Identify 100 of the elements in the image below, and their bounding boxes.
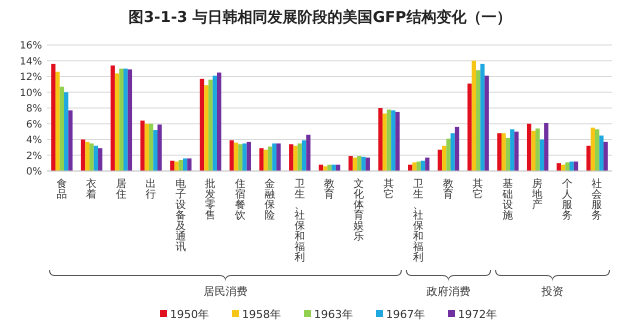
bar <box>110 65 115 171</box>
x-tick-label: 其它 <box>383 177 394 200</box>
bar <box>98 148 102 171</box>
bar <box>352 158 358 171</box>
bar <box>114 73 120 171</box>
bar <box>467 84 472 171</box>
bar <box>425 158 430 171</box>
bar <box>64 92 68 171</box>
bar <box>170 160 174 171</box>
x-tick-label: 住宿餐饮 <box>234 178 246 222</box>
bar <box>446 138 451 171</box>
x-tick-label: 电子设备及通讯 <box>175 177 186 253</box>
bar <box>276 143 281 171</box>
y-tick-label: 12% <box>20 72 42 83</box>
bar <box>89 143 94 171</box>
bar <box>178 160 183 171</box>
x-tick-label: 文化体育娱乐 <box>354 177 365 242</box>
bar <box>246 142 251 171</box>
bar <box>144 124 149 171</box>
bar <box>128 69 132 171</box>
bar <box>264 150 268 171</box>
x-tick-label: 居住 <box>116 178 127 200</box>
bar <box>586 146 591 171</box>
bar <box>531 130 536 171</box>
bar <box>514 132 519 171</box>
legend-label: 1972年 <box>458 308 497 321</box>
x-tick-label: 卫生、社保和福利 <box>413 178 424 264</box>
x-tick-label: 社会服务 <box>592 177 603 222</box>
bar <box>259 148 264 171</box>
x-tick-label: 基础设施 <box>501 177 514 222</box>
y-tick-label: 6% <box>26 119 42 130</box>
bar <box>382 114 387 171</box>
bar <box>119 68 124 171</box>
bar <box>204 85 208 171</box>
bar <box>536 128 540 171</box>
bar <box>68 110 73 171</box>
bar <box>599 136 604 171</box>
bar <box>293 146 298 171</box>
bar <box>212 76 217 171</box>
bar <box>80 140 86 171</box>
bar <box>60 86 64 171</box>
x-tick-label: 房地产 <box>531 177 544 211</box>
bar <box>94 146 98 171</box>
bar <box>570 162 574 171</box>
bar <box>416 162 421 171</box>
y-tick-label: 4% <box>26 135 42 146</box>
bar <box>153 130 158 171</box>
bar <box>594 129 600 171</box>
x-tick-label: 出行 <box>146 177 157 200</box>
x-tick-label: 食品 <box>56 178 68 200</box>
bar <box>123 68 128 171</box>
chart-title: 图3-1-3 与日韩相同发展阶段的美国GFP结构变化（一） <box>128 8 512 26</box>
bar <box>590 128 595 171</box>
bar <box>242 143 247 171</box>
bar <box>510 129 514 171</box>
y-tick-label: 14% <box>20 56 42 68</box>
bar <box>526 124 532 171</box>
bar <box>216 72 222 171</box>
bar <box>332 164 336 171</box>
bar <box>395 112 400 171</box>
bar <box>484 76 489 171</box>
bar <box>476 70 480 171</box>
x-tick-label: 教育 <box>442 178 454 200</box>
bar <box>234 142 238 171</box>
bar <box>556 163 561 171</box>
legend-label: 1963年 <box>314 308 353 321</box>
bar <box>366 158 370 171</box>
bar <box>51 64 56 171</box>
bar <box>604 142 608 171</box>
bar <box>208 80 213 171</box>
x-tick-label: 卫生、社保和福利 <box>294 178 306 264</box>
bar <box>302 140 306 171</box>
bar <box>289 144 294 171</box>
bar <box>378 108 383 171</box>
bar <box>55 72 60 171</box>
bar <box>438 150 442 171</box>
bar <box>480 64 485 171</box>
bar <box>85 142 90 171</box>
bar <box>306 134 310 171</box>
bar <box>298 143 302 171</box>
x-tick-label: 其它 <box>472 177 484 200</box>
bar <box>450 133 455 171</box>
y-tick-label: 10% <box>20 88 42 99</box>
bar <box>200 78 204 171</box>
bar <box>506 138 510 171</box>
x-tick-label: 教育 <box>324 178 335 200</box>
bar <box>272 143 276 171</box>
x-tick-label: 个人服务 <box>562 178 573 222</box>
bar <box>238 144 242 171</box>
bar <box>158 124 162 171</box>
x-tick-label: 金融保险 <box>264 178 276 222</box>
bar <box>497 133 502 171</box>
text: 投资 <box>540 285 564 298</box>
bar <box>540 140 544 171</box>
bar <box>230 140 234 171</box>
y-tick-label: 8% <box>26 104 42 114</box>
bar <box>442 146 446 171</box>
bar <box>472 60 476 171</box>
text: 政府消费 <box>426 285 470 298</box>
legend-label: 1958年 <box>242 308 281 321</box>
